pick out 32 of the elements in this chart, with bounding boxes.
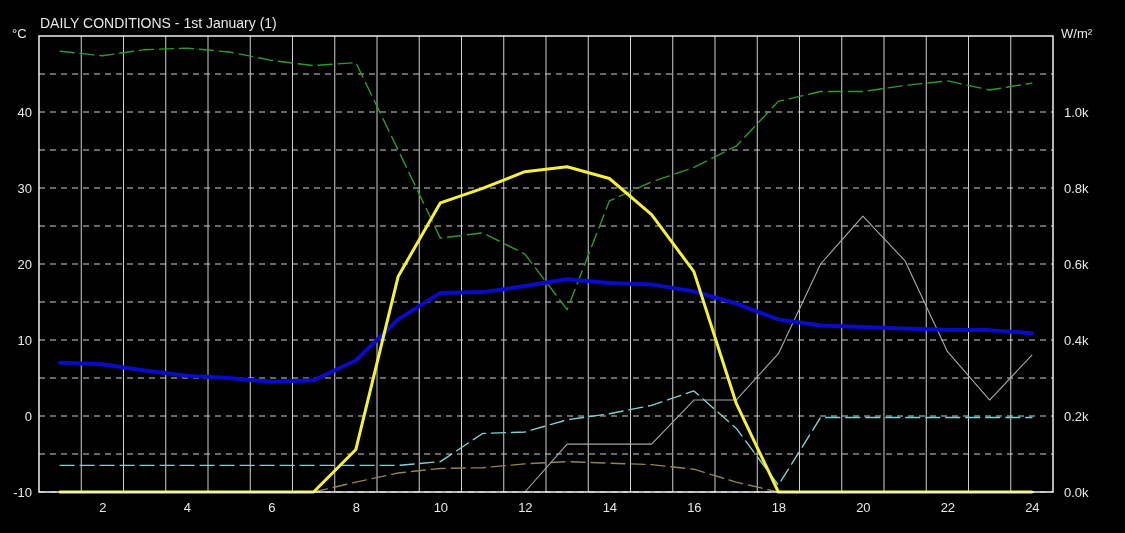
line-series bbox=[59, 47, 1033, 311]
x-tick-label: 14 bbox=[602, 499, 618, 515]
y2-tick-label: 0.0k bbox=[1064, 484, 1090, 500]
y-tick-label: 40 bbox=[17, 104, 32, 120]
y2-tick-label: 0.8k bbox=[1064, 180, 1090, 196]
y-tick-label: 30 bbox=[17, 180, 32, 196]
y2-tick-label: 0.6k bbox=[1064, 256, 1090, 272]
x-tick-label: 18 bbox=[771, 499, 787, 515]
x-tick-label: 8 bbox=[352, 499, 360, 515]
x-tick-label: 20 bbox=[856, 499, 871, 515]
y2-axis-title: W/m² bbox=[1061, 26, 1093, 41]
chart-title: DAILY CONDITIONS - 1st January (1) bbox=[40, 15, 277, 31]
y2-tick-label: 0.2k bbox=[1064, 408, 1090, 424]
line-series bbox=[58, 165, 1034, 494]
x-tick-label: 12 bbox=[518, 499, 533, 515]
y-tick-label: 20 bbox=[17, 256, 32, 272]
line-series bbox=[59, 390, 1033, 486]
x-tick-label: 10 bbox=[433, 499, 449, 515]
y-tick-label: 0 bbox=[24, 408, 32, 424]
y2-tick-label: 0.4k bbox=[1064, 332, 1090, 348]
y-axis-title: °C bbox=[12, 26, 27, 41]
line-series bbox=[524, 215, 1033, 493]
x-tick-label: 2 bbox=[99, 499, 107, 515]
y2-tick-label: 1.0k bbox=[1064, 104, 1090, 120]
x-tick-label: 6 bbox=[268, 499, 276, 515]
x-tick-label: 16 bbox=[687, 499, 702, 515]
y-tick-label: -10 bbox=[13, 484, 32, 500]
y-tick-label: 10 bbox=[17, 332, 32, 348]
line-series bbox=[58, 277, 1034, 384]
x-tick-label: 24 bbox=[1025, 499, 1040, 515]
x-tick-label: 22 bbox=[940, 499, 956, 515]
x-tick-label: 4 bbox=[183, 499, 191, 515]
